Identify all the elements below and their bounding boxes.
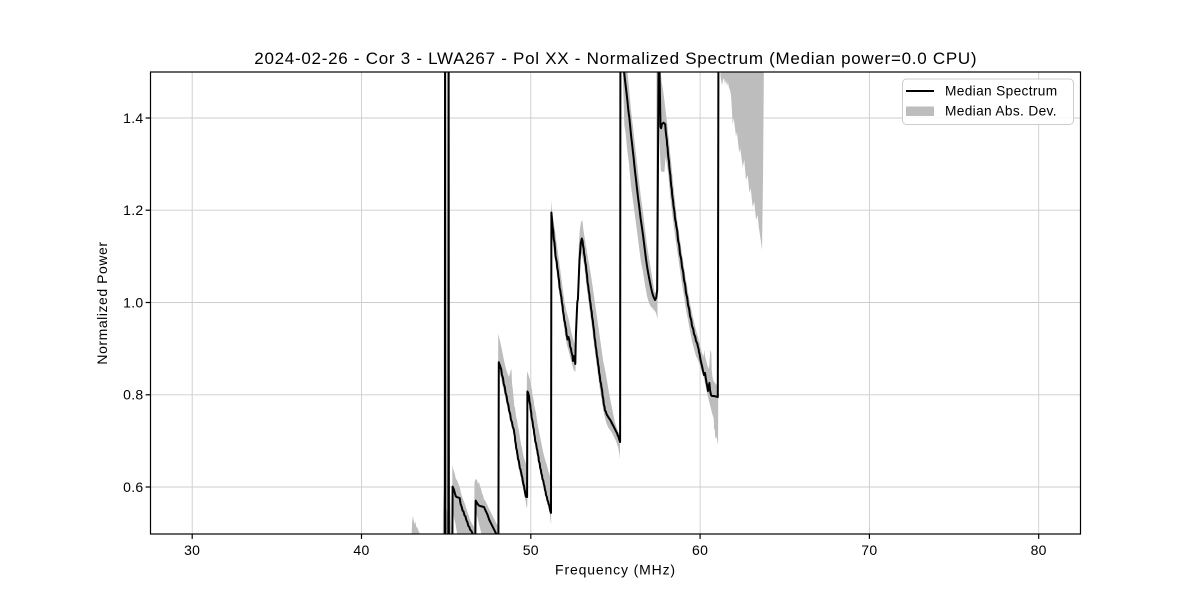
svg-text:60: 60	[692, 542, 708, 558]
svg-text:30: 30	[184, 542, 200, 558]
svg-text:1.0: 1.0	[123, 294, 143, 310]
svg-text:Median Spectrum: Median Spectrum	[945, 84, 1058, 99]
svg-text:Median Abs. Dev.: Median Abs. Dev.	[945, 104, 1057, 119]
svg-text:70: 70	[861, 542, 877, 558]
svg-text:2024-02-26 - Cor 3 - LWA267 -: 2024-02-26 - Cor 3 - LWA267 - Pol XX - N…	[254, 49, 977, 68]
svg-text:1.2: 1.2	[123, 202, 143, 218]
svg-text:0.6: 0.6	[123, 479, 143, 495]
svg-text:80: 80	[1031, 542, 1047, 558]
svg-text:Normalized Power: Normalized Power	[94, 241, 110, 364]
svg-text:1.4: 1.4	[123, 110, 143, 126]
svg-text:0.8: 0.8	[123, 387, 143, 403]
svg-text:50: 50	[523, 542, 539, 558]
svg-text:40: 40	[353, 542, 369, 558]
svg-text:Frequency (MHz): Frequency (MHz)	[555, 562, 676, 578]
